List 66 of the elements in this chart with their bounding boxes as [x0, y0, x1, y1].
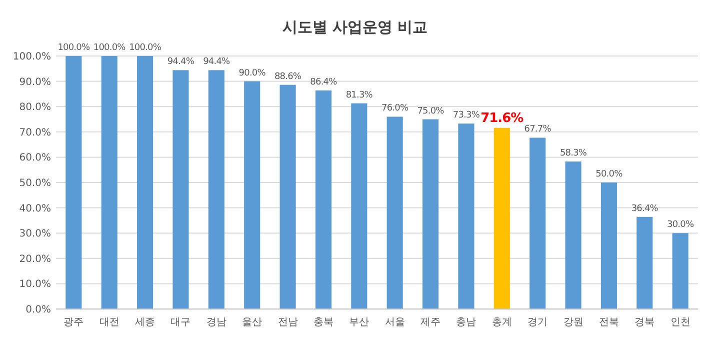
data-label: 71.6% [480, 110, 524, 126]
x-tick-label: 대전 [99, 317, 120, 328]
data-label: 50.0% [596, 170, 624, 180]
bar [458, 124, 474, 309]
data-label: 67.7% [524, 124, 552, 135]
x-tick-label: 충남 [456, 317, 476, 328]
bar [530, 138, 546, 309]
y-tick-label: 30.0% [19, 228, 51, 240]
bar [386, 116, 403, 309]
x-tick-label: 전북 [598, 317, 619, 328]
y-tick-label: 60.0% [19, 152, 51, 164]
y-tick-label: 10.0% [19, 279, 51, 290]
x-tick-label: 대구 [170, 317, 191, 328]
y-tick-label: 40.0% [19, 203, 51, 214]
data-label: 90.0% [238, 68, 266, 78]
x-tick-label: 서울 [384, 317, 405, 328]
y-tick-label: 50.0% [19, 178, 51, 189]
bar [422, 119, 439, 309]
data-label: 94.4% [167, 57, 195, 68]
x-tick-label: 부산 [349, 317, 370, 328]
data-label: 76.0% [382, 104, 409, 114]
data-label: 75.0% [417, 106, 445, 116]
bar [172, 70, 189, 309]
bar [208, 70, 224, 309]
data-label: 94.4% [203, 57, 231, 68]
bar [600, 182, 617, 309]
x-tick-label: 울산 [242, 317, 262, 328]
data-label: 73.3% [452, 110, 480, 121]
bar [315, 90, 332, 309]
bar [280, 84, 296, 309]
bar [636, 216, 653, 309]
bar [101, 56, 118, 309]
data-label: 30.0% [667, 220, 694, 230]
bar [351, 103, 368, 309]
x-tick-label: 충북 [313, 317, 334, 328]
bar [244, 81, 260, 309]
data-label: 81.3% [346, 90, 374, 100]
x-tick-label: 인천 [670, 317, 690, 328]
x-tick-label: 총계 [492, 317, 512, 328]
data-label: 100.0% [58, 43, 90, 53]
y-tick-label: 0.0% [26, 304, 51, 316]
bar [137, 56, 154, 309]
x-tick-label: 전남 [278, 317, 298, 328]
bar [565, 162, 582, 309]
data-label: 36.4% [631, 204, 659, 214]
x-tick-label: 제주 [420, 317, 441, 328]
bar [494, 128, 510, 309]
y-tick-label: 20.0% [19, 254, 51, 265]
x-tick-label: 광주 [64, 317, 84, 328]
data-label: 86.4% [310, 77, 338, 88]
y-tick-label: 80.0% [19, 102, 51, 114]
x-tick-label: 경기 [528, 317, 548, 328]
chart-title: 시도별 사업운영 비교 [282, 18, 428, 36]
x-tick-label: 경남 [206, 317, 226, 328]
x-tick-label: 강원 [563, 317, 584, 328]
data-label: 100.0% [129, 43, 162, 53]
x-tick-label: 세종 [135, 317, 156, 328]
data-label: 100.0% [93, 43, 126, 53]
data-label: 58.3% [560, 148, 588, 158]
x-tick-label: 경북 [634, 317, 655, 328]
bar [672, 233, 688, 309]
y-tick-label: 100.0% [12, 52, 51, 62]
y-tick-label: 90.0% [19, 76, 51, 88]
y-tick-label: 70.0% [19, 127, 51, 138]
data-label: 88.6% [274, 72, 302, 82]
bar [66, 56, 82, 309]
